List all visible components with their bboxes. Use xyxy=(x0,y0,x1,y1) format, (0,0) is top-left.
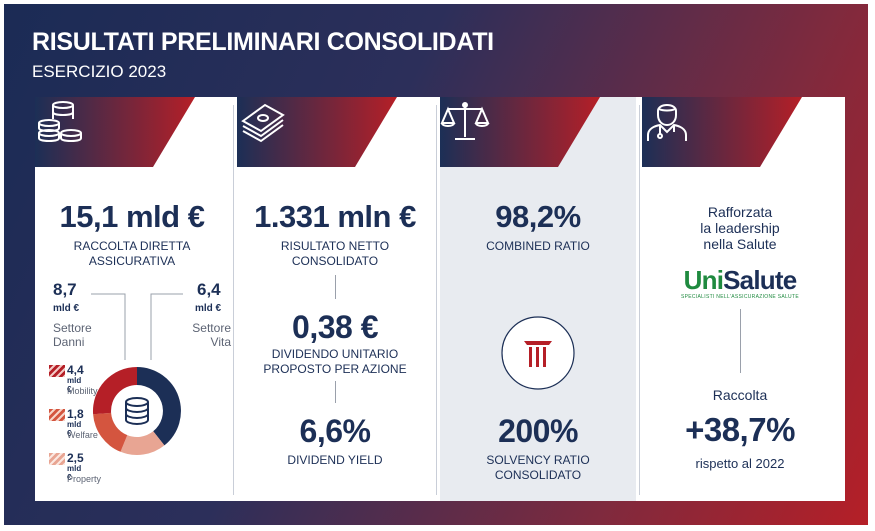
salute-text-line3: nella Salute xyxy=(703,236,777,252)
column-header xyxy=(35,97,195,167)
donut-segment-welfare xyxy=(120,431,165,455)
column-risultato: 1.331 mln € RISULTATO NETTO CONSOLIDATO … xyxy=(237,97,433,501)
vita-value: 6,4 xyxy=(197,280,221,299)
column-ratios: 98,2% COMBINED RATIO 200% SOLVENCY RATIO… xyxy=(440,97,636,501)
dividendo-value: 0,38 € xyxy=(292,309,378,345)
dividend-yield-value: 6,6% xyxy=(299,413,371,449)
column-salute: Rafforzata la leadership nella Salute Un… xyxy=(642,97,838,501)
column-raccolta: 15,1 mld € RACCOLTA DIRETTA ASSICURATIVA… xyxy=(35,97,231,501)
column-header xyxy=(237,97,397,167)
vita-unit: mld € xyxy=(195,303,222,314)
divider-line xyxy=(335,275,336,299)
column-divider xyxy=(639,105,640,495)
raccolta-salute-label: Raccolta xyxy=(712,387,768,403)
solvency-ratio-label: SOLVENCY RATIO CONSOLIDATO xyxy=(486,453,590,482)
column-divider xyxy=(436,105,437,495)
danni-value: 8,7 xyxy=(53,280,77,299)
vita-label: Settore Vita xyxy=(192,321,231,349)
raccolta-salute-value: +38,7% xyxy=(685,411,795,448)
unisalute-tagline: SPECIALISTI NELL'ASSICURAZIONE SALUTE xyxy=(681,294,799,300)
raccolta-donut xyxy=(92,367,181,455)
page-title: RISULTATI PRELIMINARI CONSOLIDATI xyxy=(32,28,494,56)
divider-line xyxy=(740,309,741,373)
raccolta-value: 15,1 mld € xyxy=(59,199,205,234)
risultato-value: 1.331 mln € xyxy=(254,199,416,234)
connector-lines xyxy=(91,293,183,360)
page-subtitle: ESERCIZIO 2023 xyxy=(32,62,167,81)
balance-scale-icon xyxy=(440,102,490,140)
coins-stack-icon xyxy=(38,101,82,143)
combined-ratio-label: COMBINED RATIO xyxy=(486,239,590,253)
solvency-ratio-value: 200% xyxy=(498,413,578,449)
salute-text-line1: Rafforzata xyxy=(707,204,773,220)
raccolta-salute-note: rispetto al 2022 xyxy=(695,456,785,471)
dividendo-label: DIVIDENDO UNITARIO PROPOSTO PER AZIONE xyxy=(263,347,407,376)
pillar-icon xyxy=(501,316,575,390)
danni-label: Settore Danni xyxy=(53,321,92,349)
danni-unit: mld € xyxy=(53,303,80,314)
donut-segment-property xyxy=(93,412,128,452)
database-icon xyxy=(125,397,149,426)
banknotes-icon xyxy=(241,103,285,143)
column-header xyxy=(440,97,600,167)
divider-line xyxy=(335,381,336,403)
results-panel: 15,1 mld € RACCOLTA DIRETTA ASSICURATIVA… xyxy=(35,97,845,501)
donut-segment-vita xyxy=(137,367,181,446)
unisalute-logo: UniSalute xyxy=(683,265,798,295)
salute-text-line2: la leadership xyxy=(700,220,780,236)
dividend-yield-label: DIVIDEND YIELD xyxy=(287,453,383,467)
column-header xyxy=(642,97,802,167)
donut-segment-mobility xyxy=(92,367,137,415)
raccolta-label: RACCOLTA DIRETTA ASSICURATIVA xyxy=(73,239,191,268)
combined-ratio-value: 98,2% xyxy=(495,199,581,234)
doctor-icon xyxy=(647,104,687,141)
risultato-label: RISULTATO NETTO CONSOLIDATO xyxy=(280,239,390,268)
column-divider xyxy=(233,105,234,495)
infographic-frame: RISULTATI PRELIMINARI CONSOLIDATI ESERCI… xyxy=(4,4,868,525)
